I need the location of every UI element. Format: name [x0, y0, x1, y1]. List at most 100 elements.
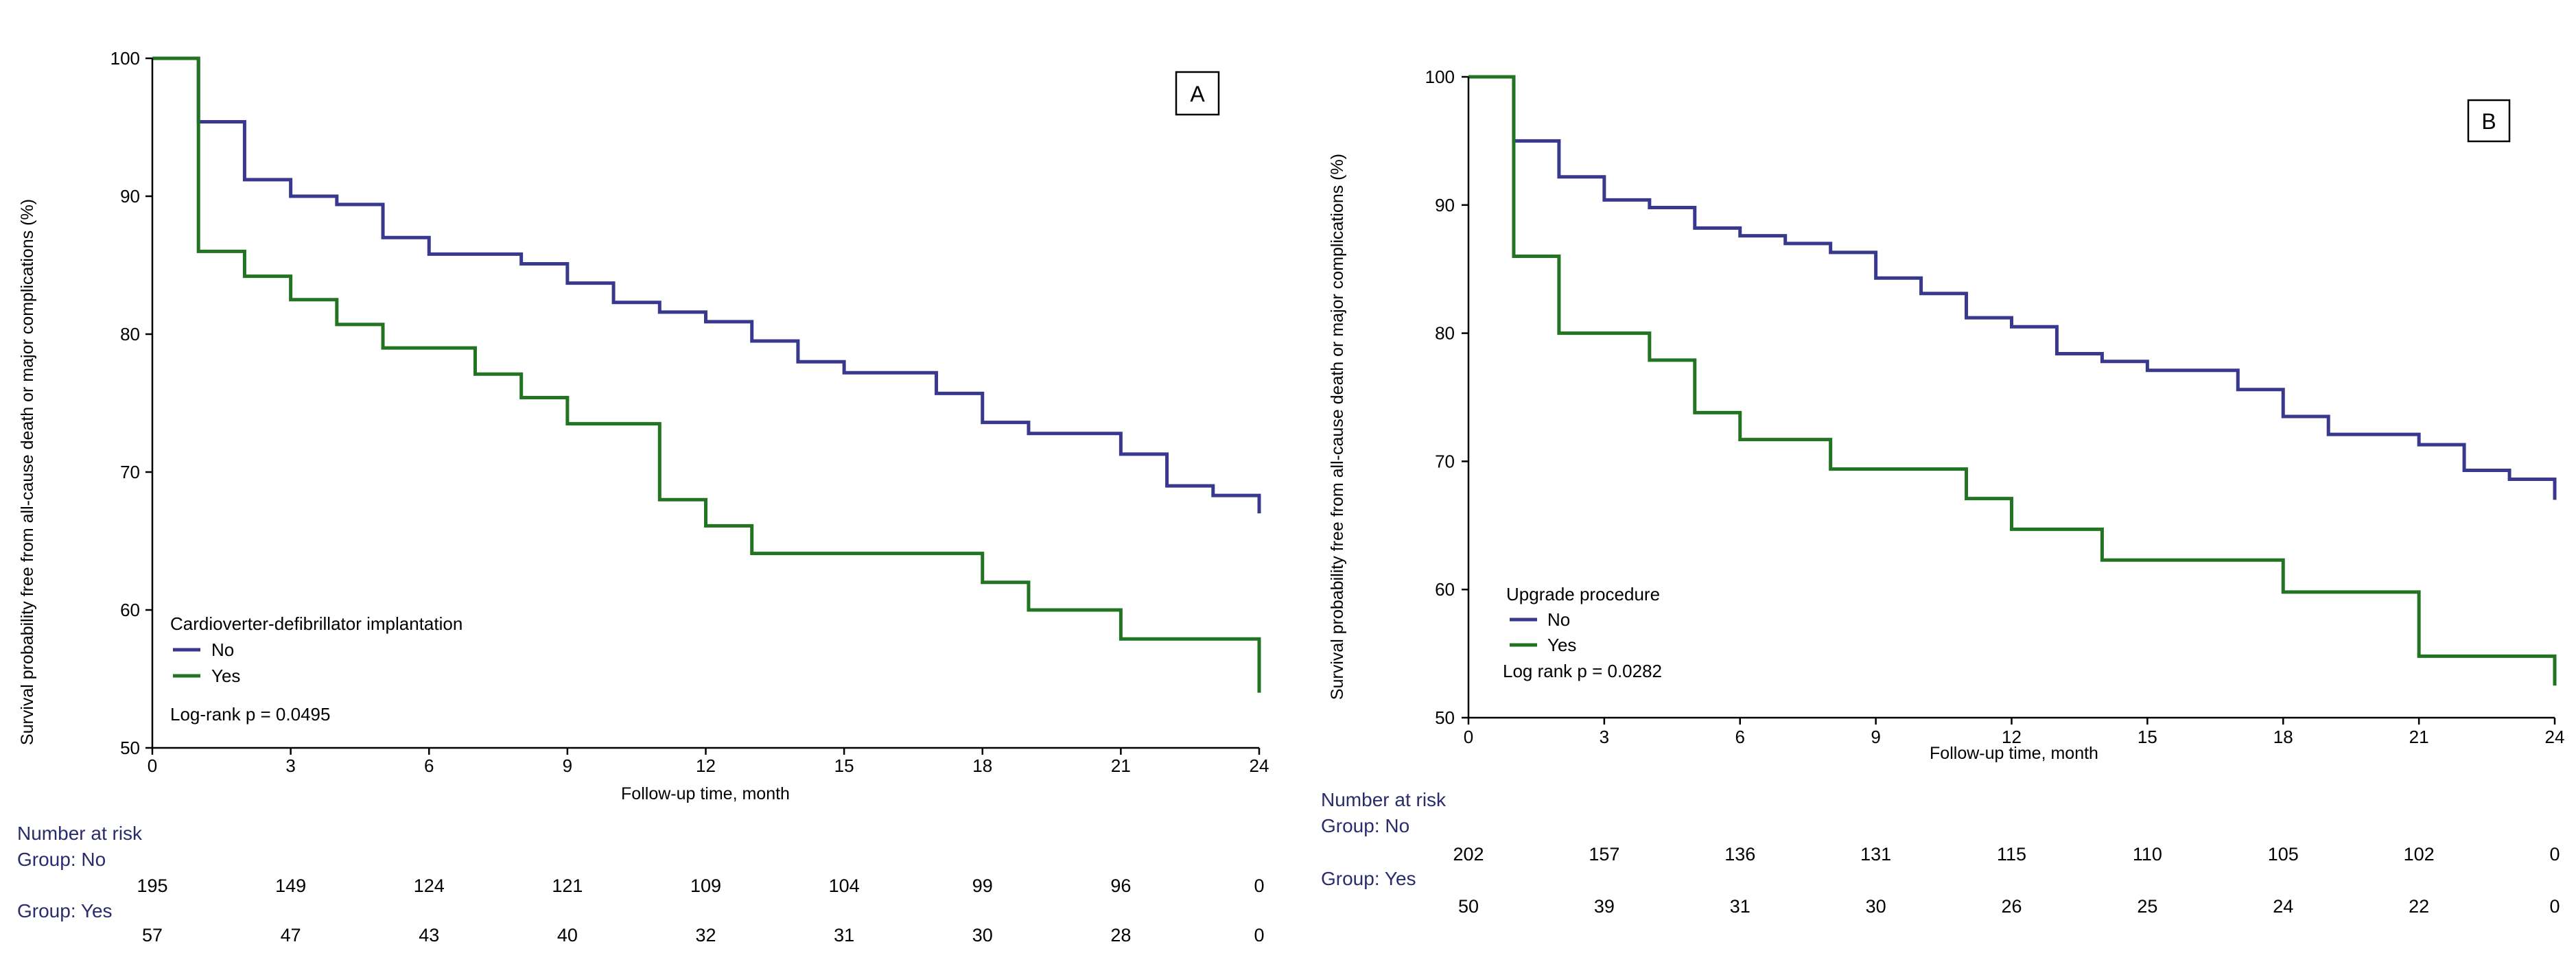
panel-b-x-axis: 0 3 6 9 12 15 18 21 24 — [1464, 718, 2565, 747]
x-tick-label: 6 — [424, 755, 434, 776]
risk-count: 136 — [1724, 844, 1755, 865]
panel-b-risk-table: Number at risk Group: No 202 157 136 131 115… — [1321, 789, 2560, 917]
risk-count: 96 — [1110, 875, 1131, 896]
x-tick-label: 21 — [2409, 727, 2429, 747]
risk-count: 149 — [275, 875, 306, 896]
survival-curve-yes — [152, 56, 1261, 693]
panel-b-legend: Upgrade procedure No Yes Log rank p = 0.… — [1503, 584, 1662, 681]
risk-count: 105 — [2268, 844, 2299, 865]
panel-a-legend: Cardioverter-defibrillator implantation … — [170, 613, 462, 725]
x-tick-label: 21 — [1111, 755, 1131, 776]
panel-b-risk-group-no: Group: No — [1321, 815, 1409, 836]
panel-a-risk-group-no: Group: No — [17, 849, 106, 870]
x-tick-label: 3 — [285, 755, 295, 776]
panel-b-label: B — [2481, 109, 2496, 134]
y-tick-label: 80 — [1435, 323, 1455, 344]
panel-b-ylabel: Survival probability free from all-cause… — [1328, 154, 1347, 700]
panel-b-legend-title: Upgrade procedure — [1506, 584, 1660, 604]
panel-a-label-box — [1175, 71, 1220, 116]
panel-b-legend-no-label: No — [1547, 609, 1570, 630]
panel-a-legend-title: Cardioverter-defibrillator implantation — [170, 613, 462, 634]
y-tick-label: 100 — [110, 48, 140, 69]
risk-count: 131 — [1860, 844, 1891, 865]
panel-b-risk-row-yes: 50 39 31 30 26 25 24 22 0 — [1458, 896, 2560, 917]
x-tick-label: 3 — [1600, 727, 1609, 747]
x-tick-label: 24 — [1250, 755, 1269, 776]
x-tick-label: 9 — [1871, 727, 1880, 747]
risk-count: 47 — [281, 925, 301, 945]
x-tick-label: 24 — [2545, 727, 2565, 747]
risk-count: 30 — [1866, 896, 1886, 917]
y-tick-label: 70 — [1435, 451, 1455, 471]
risk-count: 39 — [1594, 896, 1615, 917]
x-tick-label: 0 — [148, 755, 157, 776]
risk-count: 30 — [972, 925, 993, 945]
panel-b-risk-group-yes: Group: Yes — [1321, 868, 1416, 889]
risk-count: 115 — [1997, 844, 2026, 865]
y-tick-label: 100 — [1425, 67, 1455, 87]
panel-a-chart: Survival probability free from all-cause… — [17, 48, 1269, 945]
panel-a-y-axis: 50 60 70 80 90 100 — [110, 48, 152, 758]
x-tick-label: 15 — [834, 755, 854, 776]
x-tick-label: 9 — [563, 755, 572, 776]
y-tick-label: 50 — [1435, 707, 1455, 728]
y-tick-label: 90 — [120, 186, 140, 207]
risk-count: 0 — [1254, 925, 1264, 945]
risk-count: 99 — [972, 875, 993, 896]
survival-curve-no — [1468, 75, 2557, 500]
y-tick-label: 60 — [120, 600, 140, 620]
risk-count: 40 — [557, 925, 578, 945]
x-tick-label: 18 — [2273, 727, 2293, 747]
panel-b-y-axis: 50 60 70 80 90 100 — [1425, 67, 1468, 728]
risk-count: 57 — [142, 925, 163, 945]
risk-count: 25 — [2137, 896, 2157, 917]
panel-b-risk-title: Number at risk — [1321, 789, 1447, 810]
panel-a-risk-row-yes: 57 47 43 40 32 31 30 28 0 — [142, 925, 1265, 945]
risk-count: 102 — [2404, 844, 2435, 865]
risk-count: 31 — [834, 925, 854, 945]
y-tick-label: 70 — [120, 462, 140, 482]
panel-a-risk-title: Number at risk — [17, 823, 143, 844]
risk-count: 24 — [2273, 896, 2293, 917]
panel-a-x-axis: 0 3 6 9 12 15 18 21 24 — [148, 748, 1269, 776]
x-tick-label: 6 — [1735, 727, 1745, 747]
panel-a-ylabel: Survival probability free from all-cause… — [18, 199, 37, 745]
panel-a-risk-group-yes: Group: Yes — [17, 900, 113, 921]
panel-a-label: A — [1190, 82, 1205, 106]
risk-count: 31 — [1730, 896, 1750, 917]
risk-count: 104 — [829, 875, 860, 896]
risk-count: 157 — [1589, 844, 1619, 865]
risk-count: 26 — [2001, 896, 2022, 917]
panel-b-axes — [1467, 77, 2555, 719]
panel-b-logrank: Log rank p = 0.0282 — [1503, 661, 1662, 681]
x-tick-label: 12 — [696, 755, 716, 776]
panel-a-axes — [151, 58, 1259, 749]
risk-count: 124 — [414, 875, 445, 896]
risk-count: 43 — [419, 925, 439, 945]
y-tick-label: 80 — [120, 324, 140, 344]
risk-count: 28 — [1110, 925, 1131, 945]
panel-b-series — [1468, 75, 2557, 686]
panel-b-legend-yes-label: Yes — [1547, 635, 1576, 655]
panel-a-legend-no-label: No — [211, 639, 234, 660]
panel-a-logrank: Log-rank p = 0.0495 — [170, 704, 330, 725]
y-tick-label: 50 — [120, 738, 140, 758]
risk-count: 121 — [552, 875, 583, 896]
x-tick-label: 0 — [1464, 727, 1473, 747]
panel-a-legend-yes-label: Yes — [211, 666, 240, 686]
panel-b-chart: Survival probability free from all-cause… — [1321, 67, 2564, 917]
panel-a-risk-table: Number at risk Group: No 195 149 124 121 109… — [17, 823, 1265, 945]
survival-curve-no — [152, 56, 1261, 514]
risk-count: 0 — [2549, 896, 2560, 917]
x-tick-label: 15 — [2138, 727, 2157, 747]
x-tick-label: 18 — [972, 755, 992, 776]
risk-count: 110 — [2133, 844, 2162, 865]
risk-count: 0 — [1254, 875, 1264, 896]
risk-count: 109 — [690, 875, 721, 896]
risk-count: 22 — [2409, 896, 2429, 917]
risk-count: 202 — [1453, 844, 1484, 865]
risk-count: 195 — [137, 875, 167, 896]
risk-count: 50 — [1458, 896, 1479, 917]
x-tick-label: 12 — [2002, 727, 2022, 747]
